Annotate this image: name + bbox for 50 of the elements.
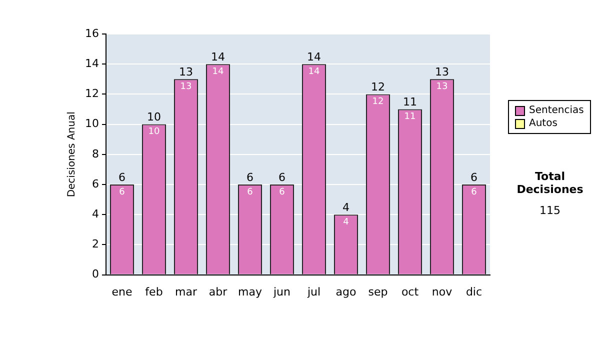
legend-label: Autos xyxy=(529,117,558,130)
data-label: 6 xyxy=(471,187,478,198)
x-tick-label: jul xyxy=(306,285,321,298)
data-label: 14 xyxy=(308,66,320,77)
data-label: 6 xyxy=(247,187,254,198)
y-tick-label: 4 xyxy=(92,207,99,220)
y-tick-label: 16 xyxy=(84,26,99,40)
y-tick-label: 14 xyxy=(84,56,99,70)
data-label: 12 xyxy=(372,97,384,108)
text: 115 xyxy=(538,204,562,217)
y-tick-label: 10 xyxy=(84,117,99,130)
data-label: 14 xyxy=(212,66,224,77)
x-tick-label: dic xyxy=(466,285,482,298)
total-label: 6 xyxy=(278,170,286,184)
text: Total Decisiones xyxy=(516,170,584,196)
total-label: 13 xyxy=(435,66,449,79)
x-tick-label: nov xyxy=(432,285,453,298)
y-tick-label: 8 xyxy=(92,147,99,160)
total-label: 14 xyxy=(307,50,321,64)
total-label: 6 xyxy=(470,170,478,184)
x-tick-label: feb xyxy=(145,285,163,298)
x-tick-label: abr xyxy=(208,285,228,298)
total-label: 10 xyxy=(146,110,161,124)
data-label: 6 xyxy=(119,187,126,198)
total-label: 6 xyxy=(246,170,254,184)
legend-label: Sentencias xyxy=(529,104,584,117)
x-tick-label: ene xyxy=(112,285,132,298)
total-label: 4 xyxy=(342,200,350,214)
x-tick-label: oct xyxy=(401,285,420,298)
total-label: 13 xyxy=(179,66,193,79)
data-label: 4 xyxy=(343,217,350,228)
x-tick-label: mar xyxy=(175,285,198,298)
y-tick-label: 6 xyxy=(92,177,99,190)
total-label: 12 xyxy=(371,80,385,94)
total-label: 6 xyxy=(118,170,126,184)
data-label: 13 xyxy=(436,82,448,92)
data-label: 11 xyxy=(404,112,416,122)
x-tick-label: may xyxy=(238,285,262,298)
y-axis-title: Decisiones Anual xyxy=(66,112,78,198)
total-label: 11 xyxy=(403,96,417,109)
y-tick-label: 12 xyxy=(84,87,99,100)
x-tick-label: jun xyxy=(272,285,291,298)
total-label: 14 xyxy=(211,50,225,64)
data-label: 6 xyxy=(279,187,286,198)
y-tick-label: 2 xyxy=(92,238,99,251)
data-label: 13 xyxy=(180,82,192,92)
x-tick-label: sep xyxy=(368,285,388,298)
y-tick-label: 0 xyxy=(92,268,99,281)
data-label: 10 xyxy=(148,127,160,138)
x-tick-label: ago xyxy=(336,285,356,298)
